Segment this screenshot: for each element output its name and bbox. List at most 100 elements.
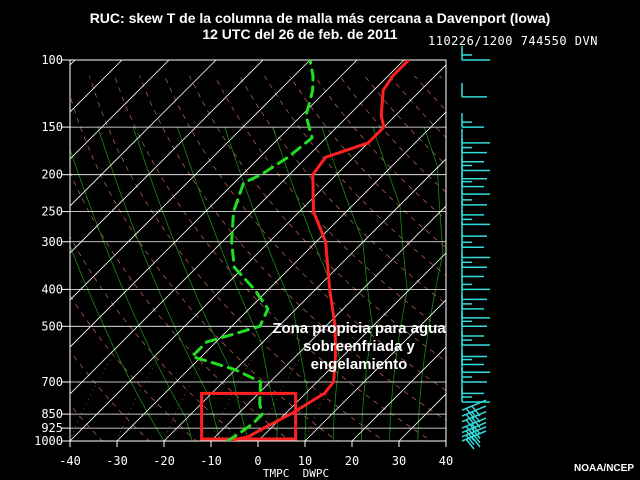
y-tick-label: 250: [41, 205, 63, 219]
mixing-ratio-line: [304, 356, 349, 441]
dry-adiabat-line: [70, 235, 244, 441]
x-tick-label: 30: [392, 454, 406, 468]
isotherm-line: [445, 440, 446, 441]
annotation-label: Zona propicia para agua sobreenfriada y …: [272, 320, 446, 373]
wind-barb: [461, 321, 484, 337]
x-tick-label: 0: [254, 454, 261, 468]
wind-barb: [461, 430, 487, 450]
wind-barb: [461, 164, 487, 180]
wind-barb: [461, 156, 490, 172]
mixing-ratio-line: [70, 356, 114, 441]
y-tick-label: 150: [41, 120, 63, 134]
wind-barb: [461, 331, 490, 346]
dry-adiabat-line: [164, 75, 446, 391]
x-tick-label: -10: [200, 454, 222, 468]
mixing-ratio-line: [257, 356, 302, 441]
isotherm-line: [70, 64, 446, 441]
wind-barb: [461, 294, 484, 310]
dry-adiabat-line: [189, 75, 446, 362]
wind-barb: [461, 172, 484, 188]
isotherm-line: [70, 60, 358, 348]
moist-adiabat-line: [224, 126, 309, 441]
wind-barb: [461, 387, 490, 403]
wind-barb: [461, 367, 487, 383]
y-tick-label: 850: [41, 407, 63, 421]
isotherm-line: [351, 346, 446, 441]
dry-adiabat-line: [89, 75, 385, 441]
isotherm-line: [398, 393, 446, 441]
dry-adiabat-line: [70, 350, 150, 441]
y-tick-label: 300: [41, 235, 63, 249]
x-tick-label: 10: [298, 454, 312, 468]
moist-adiabat-line: [272, 126, 340, 441]
y-tick-label: 925: [41, 421, 63, 435]
isotherm-line: [116, 111, 446, 441]
x-axis-label: TMPC DWPC: [263, 467, 329, 480]
dry-adiabat-line: [364, 75, 446, 166]
wind-barb: [461, 233, 484, 248]
wind-barb: [461, 303, 490, 319]
dry-adiabat-line: [239, 75, 446, 305]
wind-barb: [461, 138, 487, 154]
dry-adiabat-line: [264, 75, 446, 276]
isotherm-line: [163, 158, 446, 441]
mixing-ratio-line: [116, 356, 161, 441]
y-tick-label: 1000: [34, 434, 63, 448]
isotherm-line: [304, 299, 446, 441]
wind-barb: [461, 312, 487, 328]
dry-adiabat-line: [389, 75, 446, 138]
dry-adiabat-line: [339, 75, 446, 193]
x-tick-label: -30: [106, 454, 128, 468]
temperature-line: [226, 60, 411, 441]
wind-barb: [461, 200, 484, 216]
isotherm-line: [70, 60, 264, 254]
mixing-ratio-line: [163, 356, 208, 441]
wind-barb: [461, 113, 484, 128]
chart-subtitle: 12 UTC del 26 de feb. de 2011: [202, 26, 398, 42]
x-tick-label: 40: [439, 454, 453, 468]
dry-adiabat-line: [139, 75, 446, 421]
dry-adiabat-line: [70, 294, 197, 441]
wind-barb: [461, 275, 490, 291]
y-tick-label: 500: [41, 319, 63, 333]
moist-adiabat-line: [417, 126, 444, 441]
dry-adiabat-line: [489, 76, 640, 449]
wind-barb: [461, 262, 484, 278]
isotherm-line: [70, 60, 405, 395]
wind-barb: [461, 46, 490, 61]
dry-adiabat-line: [70, 171, 291, 441]
isotherm-line: [70, 60, 170, 160]
dry-adiabat-line: [114, 75, 433, 441]
wind-barb: [461, 253, 487, 269]
dry-adiabat-line: [464, 76, 640, 449]
plot-frame: [69, 59, 447, 442]
wind-barb: [461, 426, 487, 446]
wind-barb: [461, 350, 484, 366]
isotherm-line: [210, 205, 446, 441]
y-tick-label: 700: [41, 375, 63, 389]
credit-label: NOAA/NCEP: [573, 463, 634, 474]
wind-barb: [461, 128, 490, 144]
y-tick-label: 200: [41, 168, 63, 182]
y-tick-label: 400: [41, 282, 63, 296]
moist-adiabat-line: [321, 126, 373, 441]
dry-adiabat-line: [514, 76, 640, 449]
dry-adiabat-line: [414, 75, 446, 111]
moist-adiabat-line: [132, 126, 249, 441]
isotherm-line: [70, 60, 76, 66]
x-tick-label: -20: [153, 454, 175, 468]
moist-adiabat-line: [176, 126, 278, 441]
moist-adiabat-line: [372, 126, 408, 441]
moist-adiabat-line: [70, 148, 193, 441]
icing-zone-box: [200, 391, 298, 441]
wind-barb: [461, 210, 490, 226]
isotherm-line: [257, 252, 446, 441]
dewpoint-line: [190, 60, 315, 441]
mixing-ratio-line: [210, 356, 255, 441]
isotherm-line: [70, 60, 311, 301]
wind-barb: [461, 243, 490, 259]
x-tick-label: 20: [345, 454, 359, 468]
y-tick-label: 100: [41, 53, 63, 67]
x-tick-label: -40: [59, 454, 81, 468]
